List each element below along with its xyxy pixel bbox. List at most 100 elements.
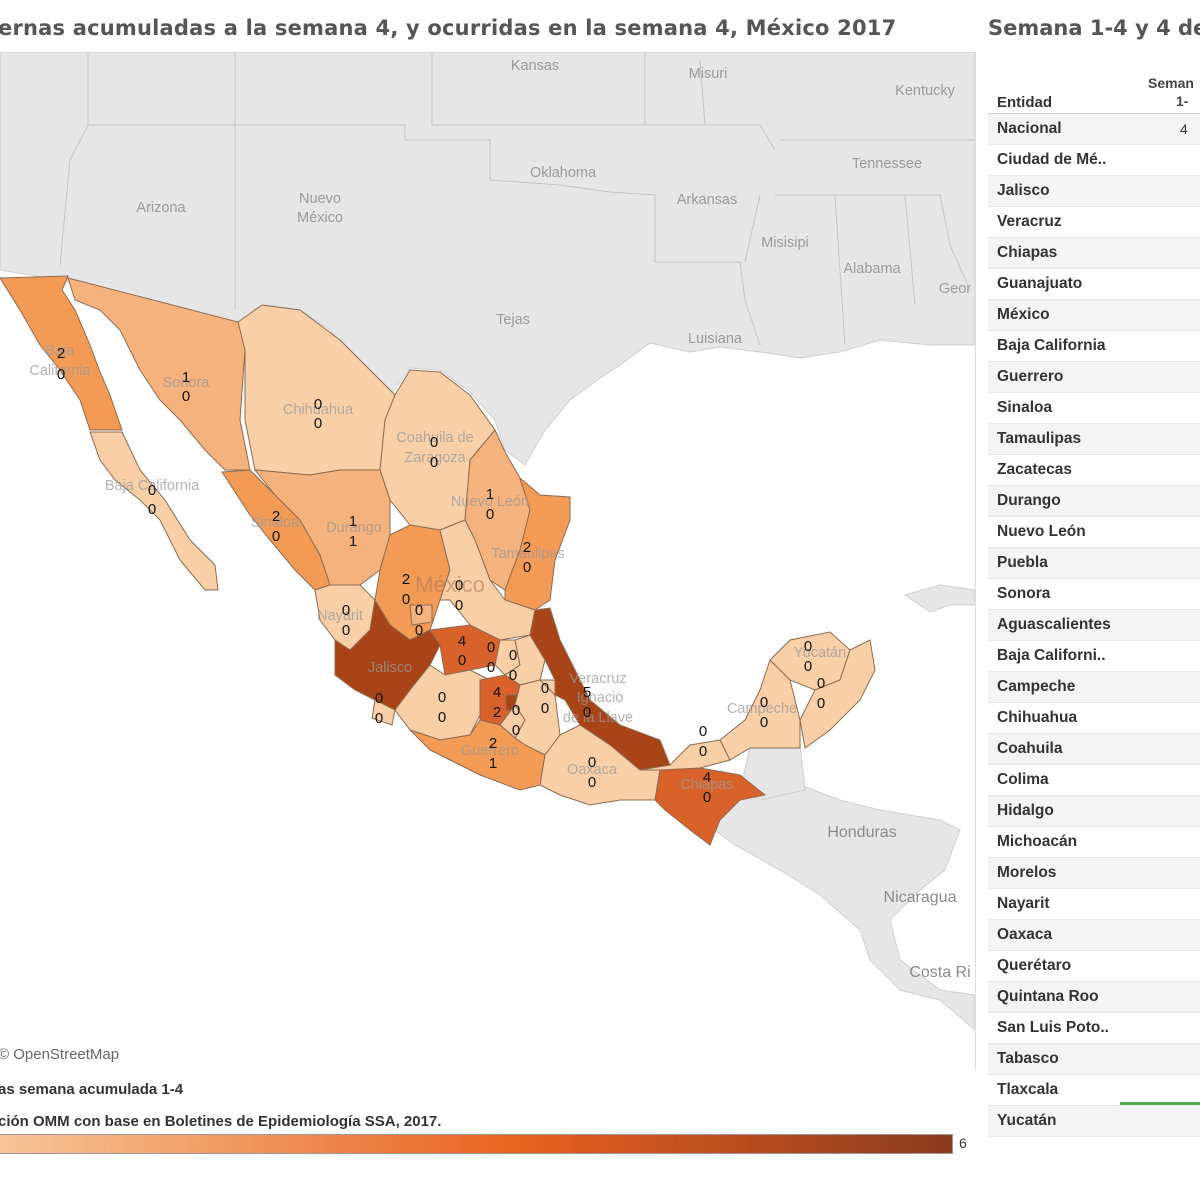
svg-text:0: 0 xyxy=(509,667,517,684)
svg-text:0: 0 xyxy=(455,597,463,614)
svg-text:Tejas: Tejas xyxy=(496,312,530,328)
svg-text:0: 0 xyxy=(512,702,520,719)
row-entity-name: Aguascalientes xyxy=(997,616,1111,633)
svg-text:0: 0 xyxy=(375,710,383,727)
svg-text:2: 2 xyxy=(489,735,497,752)
value-coahuila: 00 xyxy=(430,434,438,471)
table-row[interactable]: Quintana Roo xyxy=(988,982,1200,1013)
table-row[interactable]: Tlaxcala xyxy=(988,1075,1200,1106)
value-campeche: 00 xyxy=(760,694,768,731)
value-guanajuato: 40 xyxy=(458,633,466,669)
table-row[interactable]: Guerrero xyxy=(988,362,1200,393)
svg-text:Chiapas: Chiapas xyxy=(680,777,733,793)
svg-text:Tamaulipas: Tamaulipas xyxy=(491,546,564,562)
column-header-semana[interactable]: Seman 1- xyxy=(1148,74,1194,110)
table-row[interactable]: Durango xyxy=(988,486,1200,517)
table-row[interactable]: Chiapas xyxy=(988,238,1200,269)
table-row[interactable]: México xyxy=(988,300,1200,331)
svg-text:Arkansas: Arkansas xyxy=(677,192,737,208)
svg-text:0: 0 xyxy=(148,482,156,499)
svg-text:Nuevo: Nuevo xyxy=(299,191,341,207)
state-guerrero xyxy=(409,719,546,791)
row-entity-name: Chihuahua xyxy=(997,709,1078,726)
svg-text:0: 0 xyxy=(588,754,596,771)
mexico-choropleth-map[interactable]: Kansas Misuri Kentucky Oklahoma Tennesse… xyxy=(0,52,976,1070)
table-row[interactable]: Hidalgo xyxy=(988,796,1200,827)
map-attribution[interactable]: © OpenStreetMap xyxy=(0,1046,120,1063)
table-row[interactable]: Yucatán xyxy=(988,1106,1200,1137)
svg-text:4: 4 xyxy=(493,684,501,701)
table-row[interactable]: Nayarit xyxy=(988,889,1200,920)
value-baja-california-sur: 00 xyxy=(148,482,156,518)
table-row[interactable]: Sonora xyxy=(988,579,1200,610)
state-tamaulipas xyxy=(504,476,571,611)
value-zacatecas: 20 xyxy=(402,571,410,608)
value-sinaloa: 20 xyxy=(272,508,280,545)
svg-text:0: 0 xyxy=(804,638,812,655)
table-row[interactable]: Guanajuato xyxy=(988,269,1200,300)
table-row[interactable]: Zacatecas xyxy=(988,455,1200,486)
svg-text:0: 0 xyxy=(415,602,423,619)
svg-text:0: 0 xyxy=(541,680,549,697)
svg-text:Nicaragua: Nicaragua xyxy=(884,889,957,906)
svg-text:Jalisco: Jalisco xyxy=(368,660,412,676)
table-row[interactable]: Colima xyxy=(988,765,1200,796)
table-rows: Nacional 4 Ciudad de Mé.. Jalisco Veracruz Ch… xyxy=(988,114,1200,1137)
map-title: ernas acumuladas a la semana 4, y ocurri… xyxy=(0,16,897,40)
row-entity-name: Sonora xyxy=(997,585,1051,602)
table-row[interactable]: Morelos xyxy=(988,858,1200,889)
svg-text:Campeche: Campeche xyxy=(727,701,797,717)
state-campeche xyxy=(719,659,801,761)
table-row[interactable]: Tabasco xyxy=(988,1044,1200,1075)
svg-text:0: 0 xyxy=(430,454,438,471)
svg-text:Misuri: Misuri xyxy=(689,66,728,82)
table-row[interactable]: Tamaulipas xyxy=(988,424,1200,455)
state-baja-california-sur xyxy=(89,431,219,591)
column-header-semana-line2: 1- xyxy=(1176,93,1189,109)
svg-text:Durango: Durango xyxy=(326,520,382,536)
table-row[interactable]: Ciudad de Mé.. xyxy=(988,145,1200,176)
value-tlaxcala: 00 xyxy=(541,680,549,717)
value-queretaro: 00 xyxy=(487,639,495,676)
svg-text:Chihuahua: Chihuahua xyxy=(283,402,354,418)
value-hidalgo: 00 xyxy=(509,647,517,684)
table-row[interactable]: Veracruz xyxy=(988,207,1200,238)
table-title: Semana 1-4 y 4 de xyxy=(988,16,1200,40)
table-row[interactable]: Puebla xyxy=(988,548,1200,579)
table-row[interactable]: Baja California xyxy=(988,331,1200,362)
svg-text:4: 4 xyxy=(458,633,466,650)
svg-text:2: 2 xyxy=(402,571,410,588)
source-caption: ción OMM con base en Boletines de Epidem… xyxy=(0,1113,442,1130)
value-baja-california: 20 xyxy=(57,345,65,383)
legend-max-label: 6 xyxy=(959,1135,967,1151)
value-colima: 00 xyxy=(375,690,383,727)
svg-text:0: 0 xyxy=(804,658,812,675)
table-row[interactable]: Michoacán xyxy=(988,827,1200,858)
table-row[interactable]: Coahuila xyxy=(988,734,1200,765)
table-row[interactable]: Querétaro xyxy=(988,951,1200,982)
row-entity-name: Colima xyxy=(997,771,1049,788)
table-row[interactable]: Jalisco xyxy=(988,176,1200,207)
column-header-entidad[interactable]: Entidad xyxy=(997,94,1052,111)
table-row[interactable]: San Luis Poto.. xyxy=(988,1013,1200,1044)
table-row[interactable]: Nacional 4 xyxy=(988,114,1200,145)
table-row[interactable]: Nuevo León xyxy=(988,517,1200,548)
table-row[interactable]: Baja Californi.. xyxy=(988,641,1200,672)
table-row[interactable]: Chihuahua xyxy=(988,703,1200,734)
state-value-labels: 20 10 00 00 00 10 20 11 20 20 00 00 00 4… xyxy=(57,345,825,806)
value-chiapas: 40 xyxy=(703,769,711,806)
us-state-borders xyxy=(59,52,975,346)
table-row[interactable]: Oaxaca xyxy=(988,920,1200,951)
svg-text:0: 0 xyxy=(314,415,322,432)
svg-text:0: 0 xyxy=(817,695,825,712)
table-header: Entidad Seman 1- xyxy=(988,60,1200,114)
table-row[interactable]: Campeche xyxy=(988,672,1200,703)
table-row[interactable]: Sinaloa xyxy=(988,393,1200,424)
svg-text:0: 0 xyxy=(458,652,466,669)
svg-text:0: 0 xyxy=(541,700,549,717)
state-quintana-roo xyxy=(799,639,876,749)
svg-text:Honduras: Honduras xyxy=(827,824,896,841)
table-row[interactable]: Aguascalientes xyxy=(988,610,1200,641)
value-aguascalientes: 00 xyxy=(415,602,423,639)
mexico-state-labels: Baja California Sonora Chihuahua Coahuil… xyxy=(29,343,846,793)
